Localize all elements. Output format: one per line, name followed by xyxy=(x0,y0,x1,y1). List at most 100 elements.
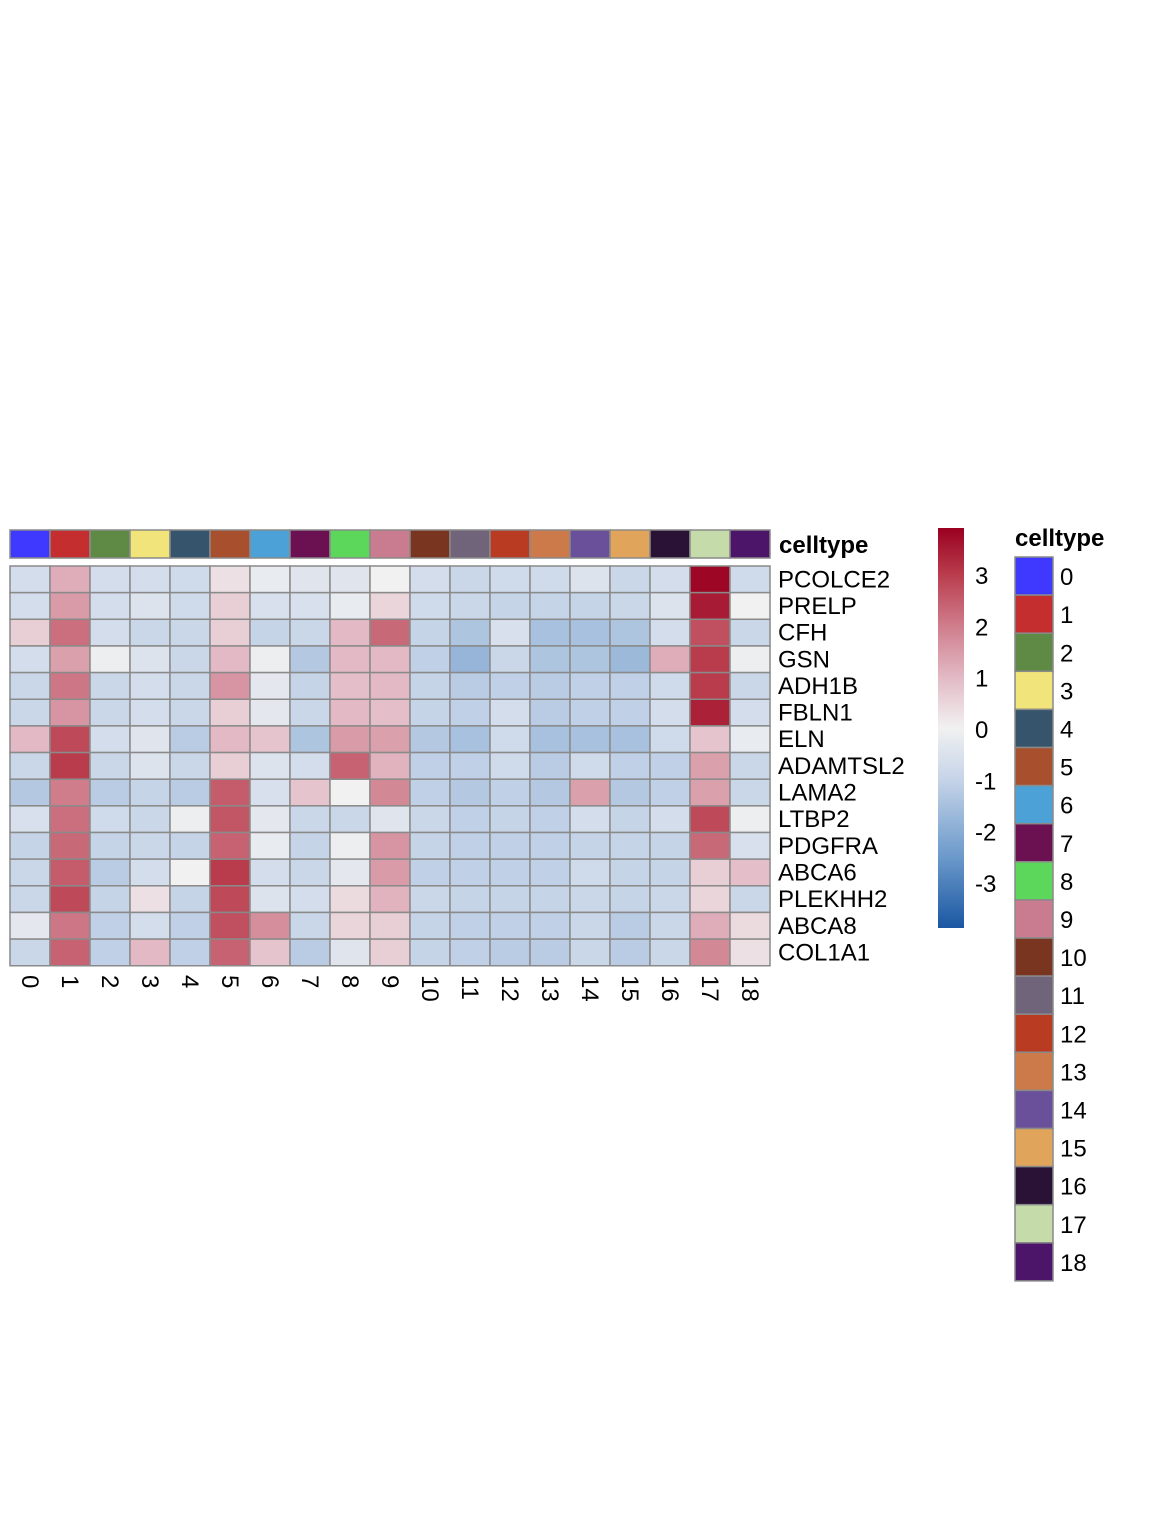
heatmap-cell xyxy=(689,831,731,860)
heatmap-cell xyxy=(49,645,91,674)
heatmap-cell xyxy=(9,911,51,940)
heatmap-cell xyxy=(369,645,411,674)
heatmap-cell xyxy=(609,591,651,621)
legend-label: 10 xyxy=(1060,945,1087,972)
heatmap-cell xyxy=(449,858,491,887)
heatmap-cell xyxy=(729,805,771,834)
heatmap-cell xyxy=(609,831,651,860)
heatmap-cell xyxy=(9,645,51,674)
row-label: PDGFRA xyxy=(778,833,878,860)
heatmap-cell xyxy=(129,805,171,834)
heatmap-cell xyxy=(569,565,611,594)
heatmap-cell xyxy=(49,938,91,967)
heatmap-cell xyxy=(9,751,51,780)
heatmap-cell xyxy=(369,831,411,860)
heatmap-cell xyxy=(449,751,491,780)
heatmap-cell xyxy=(449,645,491,674)
heatmap-cell xyxy=(89,858,131,887)
heatmap-cell xyxy=(129,751,171,780)
heatmap-cell xyxy=(449,911,491,940)
column-label: 1 xyxy=(56,975,83,988)
heatmap-cell xyxy=(649,565,691,594)
heatmap-cell xyxy=(249,938,291,967)
heatmap-cell xyxy=(89,565,131,594)
heatmap-cell xyxy=(489,831,531,860)
heatmap-cell xyxy=(49,565,91,594)
celltype-legend-title: celltype xyxy=(1015,525,1104,552)
heatmap-cell xyxy=(729,725,771,754)
heatmap-cell xyxy=(369,751,411,780)
heatmap-cell xyxy=(129,698,171,727)
heatmap-cell xyxy=(169,725,211,754)
heatmap-cell xyxy=(209,751,251,780)
column-label: 8 xyxy=(336,975,363,988)
heatmap-cell xyxy=(289,831,331,860)
heatmap-cell xyxy=(49,698,91,727)
annotation-cell-1 xyxy=(49,529,91,559)
heatmap-cell xyxy=(649,671,691,700)
heatmap-cell xyxy=(89,885,131,914)
heatmap-cell xyxy=(689,565,731,594)
heatmap-cell xyxy=(409,725,451,754)
heatmap-cell xyxy=(129,725,171,754)
heatmap-cell xyxy=(409,618,451,647)
heatmap-cell xyxy=(169,911,211,940)
heatmap-cell xyxy=(289,778,331,807)
heatmap-cell xyxy=(529,938,571,967)
heatmap-cell xyxy=(569,725,611,754)
heatmap-cell xyxy=(249,591,291,621)
heatmap-cell xyxy=(649,725,691,754)
heatmap-cell xyxy=(649,831,691,860)
heatmap-cell xyxy=(489,805,531,834)
heatmap-cell xyxy=(249,911,291,940)
heatmap-cell xyxy=(449,565,491,594)
heatmap-cell xyxy=(249,751,291,780)
heatmap-cell xyxy=(9,831,51,860)
legend-swatch-0 xyxy=(1014,556,1054,596)
heatmap-cell xyxy=(689,885,731,914)
heatmap-cell xyxy=(649,751,691,780)
heatmap-cell xyxy=(609,698,651,727)
heatmap-cell xyxy=(289,618,331,647)
heatmap-cell xyxy=(449,671,491,700)
heatmap-cell xyxy=(569,671,611,700)
heatmap-cell xyxy=(529,885,571,914)
column-label: 13 xyxy=(536,975,563,1002)
heatmap-cell xyxy=(249,885,291,914)
annotation-cell-2 xyxy=(89,529,131,559)
legend-swatch-14 xyxy=(1014,1089,1054,1130)
heatmap-cell xyxy=(489,911,531,940)
heatmap-cell xyxy=(729,751,771,780)
heatmap-cell xyxy=(529,698,571,727)
column-label: 7 xyxy=(296,975,323,988)
annotation-cell-9 xyxy=(369,529,411,559)
heatmap-cell xyxy=(369,698,411,727)
heatmap-cell xyxy=(409,885,451,914)
heatmap-cell xyxy=(369,858,411,887)
heatmap-cell xyxy=(89,938,131,967)
legend-label: 6 xyxy=(1060,793,1073,820)
annotation-cell-10 xyxy=(409,529,451,559)
legend-swatch-13 xyxy=(1014,1051,1054,1092)
heatmap-cell xyxy=(569,618,611,647)
heatmap-cell xyxy=(529,805,571,834)
heatmap-cell xyxy=(449,725,491,754)
heatmap-cell xyxy=(409,565,451,594)
heatmap-cell xyxy=(689,671,731,700)
heatmap-cell xyxy=(329,591,371,621)
heatmap-cell xyxy=(409,698,451,727)
heatmap-cell xyxy=(649,938,691,967)
legend-label: 7 xyxy=(1060,831,1073,858)
heatmap-cell xyxy=(289,591,331,621)
heatmap-cell xyxy=(529,645,571,674)
heatmap-cell xyxy=(649,618,691,647)
annotation-cell-7 xyxy=(289,529,331,559)
heatmap-cell xyxy=(369,618,411,647)
heatmap-cell xyxy=(609,751,651,780)
heatmap-cell xyxy=(369,778,411,807)
heatmap-cell xyxy=(329,778,371,807)
color-scale-bar xyxy=(938,528,964,928)
heatmap-cell xyxy=(49,671,91,700)
color-scale-tick-label: -2 xyxy=(975,820,996,847)
heatmap-cell xyxy=(569,591,611,621)
